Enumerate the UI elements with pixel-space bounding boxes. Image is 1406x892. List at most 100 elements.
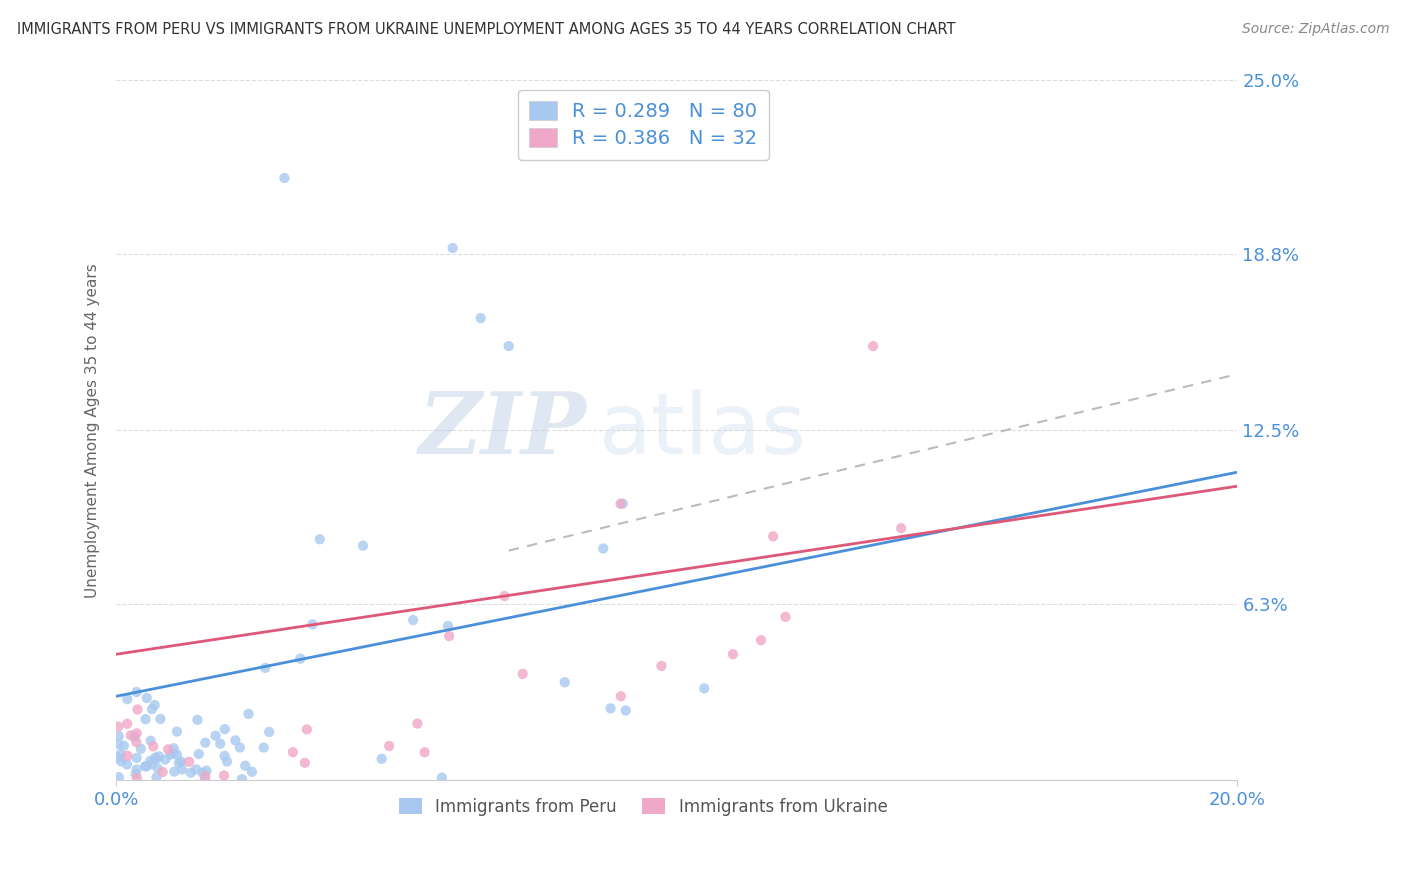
Point bbox=[512, 667, 534, 681]
Legend: Immigrants from Peru, Immigrants from Ukraine: Immigrants from Peru, Immigrants from Uk… bbox=[391, 789, 896, 824]
Point bbox=[721, 647, 744, 661]
Point bbox=[125, 771, 148, 785]
Point bbox=[498, 339, 520, 353]
Point bbox=[139, 733, 162, 747]
Point bbox=[112, 739, 135, 753]
Point bbox=[257, 725, 280, 739]
Point bbox=[281, 745, 304, 759]
Point bbox=[163, 741, 186, 756]
Point bbox=[107, 750, 129, 764]
Point bbox=[124, 767, 146, 781]
Point bbox=[204, 729, 226, 743]
Point bbox=[890, 521, 912, 535]
Point bbox=[162, 746, 184, 760]
Point bbox=[170, 763, 193, 777]
Point bbox=[184, 763, 207, 777]
Point bbox=[214, 748, 236, 763]
Point bbox=[437, 619, 460, 633]
Text: ZIP: ZIP bbox=[419, 388, 588, 472]
Point bbox=[254, 661, 277, 675]
Point bbox=[115, 716, 138, 731]
Point bbox=[441, 241, 464, 255]
Point bbox=[352, 539, 374, 553]
Point bbox=[494, 589, 516, 603]
Point bbox=[233, 758, 256, 772]
Point bbox=[614, 704, 637, 718]
Point bbox=[125, 763, 148, 777]
Point bbox=[430, 771, 453, 785]
Point bbox=[120, 728, 142, 742]
Point bbox=[215, 755, 238, 769]
Y-axis label: Unemployment Among Ages 35 to 44 years: Unemployment Among Ages 35 to 44 years bbox=[86, 263, 100, 598]
Point bbox=[107, 720, 129, 734]
Point bbox=[145, 750, 167, 764]
Point bbox=[214, 722, 236, 736]
Point bbox=[107, 737, 129, 751]
Point bbox=[177, 755, 200, 769]
Point bbox=[157, 742, 180, 756]
Point bbox=[775, 610, 797, 624]
Point bbox=[554, 675, 576, 690]
Point bbox=[148, 749, 170, 764]
Point bbox=[160, 747, 183, 762]
Point bbox=[127, 702, 149, 716]
Point bbox=[609, 497, 631, 511]
Point bbox=[145, 752, 167, 766]
Point bbox=[141, 702, 163, 716]
Point bbox=[142, 739, 165, 754]
Point bbox=[194, 769, 217, 783]
Point bbox=[125, 685, 148, 699]
Text: atlas: atlas bbox=[599, 389, 807, 472]
Point bbox=[253, 740, 276, 755]
Text: IMMIGRANTS FROM PERU VS IMMIGRANTS FROM UKRAINE UNEMPLOYMENT AMONG AGES 35 TO 44: IMMIGRANTS FROM PERU VS IMMIGRANTS FROM … bbox=[17, 22, 955, 37]
Point bbox=[240, 764, 263, 779]
Point bbox=[163, 764, 186, 779]
Point bbox=[862, 339, 884, 353]
Point bbox=[110, 755, 132, 769]
Point bbox=[212, 768, 235, 782]
Point bbox=[437, 629, 460, 643]
Point bbox=[145, 770, 167, 784]
Point bbox=[135, 759, 157, 773]
Point bbox=[124, 730, 146, 744]
Point bbox=[224, 733, 246, 747]
Point bbox=[152, 764, 174, 779]
Point bbox=[238, 706, 260, 721]
Point bbox=[194, 772, 217, 786]
Point bbox=[195, 764, 218, 778]
Point bbox=[134, 759, 156, 773]
Point bbox=[231, 772, 253, 787]
Point bbox=[308, 533, 330, 547]
Point bbox=[107, 770, 129, 784]
Point bbox=[592, 541, 614, 556]
Point bbox=[166, 747, 188, 762]
Point bbox=[762, 529, 785, 543]
Point bbox=[470, 311, 492, 326]
Point bbox=[650, 659, 672, 673]
Point bbox=[370, 752, 392, 766]
Point bbox=[135, 712, 157, 726]
Point bbox=[135, 690, 157, 705]
Point bbox=[749, 633, 772, 648]
Text: Source: ZipAtlas.com: Source: ZipAtlas.com bbox=[1241, 22, 1389, 37]
Point bbox=[301, 617, 323, 632]
Point bbox=[229, 740, 252, 755]
Point bbox=[125, 735, 148, 749]
Point bbox=[107, 729, 129, 743]
Point bbox=[115, 757, 138, 772]
Point bbox=[117, 748, 139, 763]
Point bbox=[139, 754, 162, 768]
Point bbox=[125, 751, 148, 765]
Point bbox=[187, 747, 209, 761]
Point bbox=[402, 613, 425, 627]
Point bbox=[273, 171, 295, 186]
Point bbox=[117, 692, 139, 706]
Point bbox=[143, 698, 166, 712]
Point bbox=[378, 739, 401, 753]
Point bbox=[406, 716, 429, 731]
Point bbox=[194, 736, 217, 750]
Point bbox=[167, 756, 190, 770]
Point bbox=[186, 713, 208, 727]
Point bbox=[141, 757, 163, 772]
Point bbox=[599, 701, 621, 715]
